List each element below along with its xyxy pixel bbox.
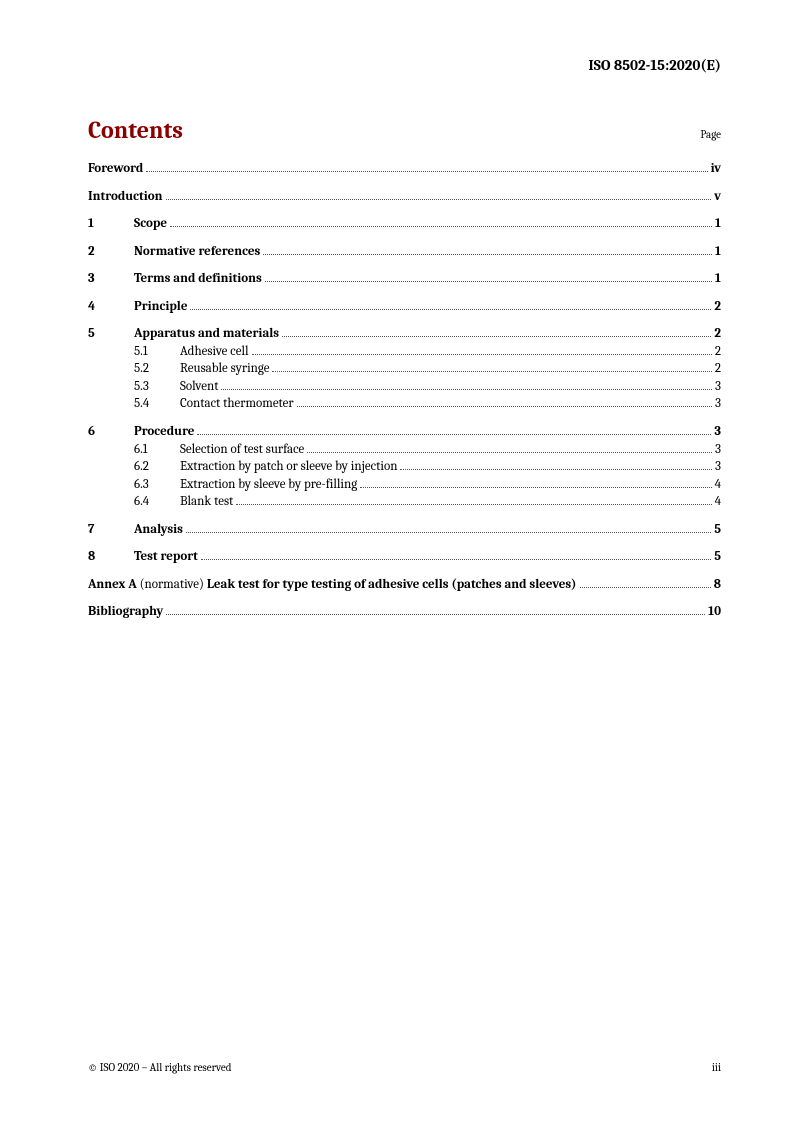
toc-subentry-number: 6.2 [134,458,180,476]
toc-entry-page: 8 [714,576,721,594]
toc-subentry-page: 3 [715,395,721,413]
toc-entry-number: 6 [88,423,134,441]
toc-subentry-page: 2 [715,360,721,378]
toc-entry-page: 2 [714,325,721,343]
document-id: ISO 8502-15:2020(E) [588,56,721,74]
toc-entry: 4Principle 2 [88,298,721,316]
toc-subentry-page: 4 [715,493,721,511]
toc-subentry: 6.4Blank test 4 [88,493,721,511]
toc-subentry-page: 3 [715,378,721,396]
toc-subentry-number: 5.1 [134,343,180,361]
toc-entry-number: 5 [88,325,134,343]
toc-subentry-page: 3 [715,458,721,476]
toc-entry: 6Procedure 3 [88,423,721,441]
toc-subentry-number: 5.3 [134,378,180,396]
toc-entry-title: Analysis [134,521,183,539]
toc-entry-title: Introduction [88,188,163,206]
toc-subentry: 5.4Contact thermometer 3 [88,395,721,413]
toc-entry: 8Test report 5 [88,548,721,566]
toc-subentry-page: 3 [715,441,721,459]
toc-entry-title: Foreword [88,160,143,178]
toc-entry-page: 10 [708,603,721,621]
toc-entry-page: v [714,188,721,206]
toc-entry-title: Test report [134,548,198,566]
toc-subentry-page: 2 [715,343,721,361]
toc-entry-title: Procedure [134,423,194,441]
toc-entry-title: Bibliography [88,603,163,621]
toc-entry: 3Terms and definitions 1 [88,270,721,288]
toc-entry-number: 7 [88,521,134,539]
toc-entry: 2Normative references 1 [88,243,721,261]
toc-subentry-title: Reusable syringe [180,360,269,378]
toc-entry-annex: Annex A (normative) Leak test for type t… [88,576,721,594]
toc-subentry: 6.3Extraction by sleeve by pre-filling 4 [88,476,721,494]
toc-subentry-number: 5.2 [134,360,180,378]
toc-entry-page: 2 [714,298,721,316]
toc-entry-page: 5 [714,548,721,566]
toc-subentry-title: Solvent [180,378,218,396]
toc-entry-page: 3 [714,423,721,441]
toc-entry-page: 1 [715,243,721,261]
toc-entry-title: Normative references [134,243,260,261]
toc-subentry-title: Adhesive cell [180,343,249,361]
toc-entry-page: 1 [715,270,721,288]
toc-subentry: 5.1Adhesive cell 2 [88,343,721,361]
toc-entry: Bibliography 10 [88,603,721,621]
toc-entry-page: 1 [715,215,721,233]
toc-subentry-number: 5.4 [134,395,180,413]
page-column-label: Page [700,128,721,141]
toc-entry-number: 8 [88,548,134,566]
toc-entry: Foreword iv [88,160,721,178]
toc-entry: 5Apparatus and materials 2 [88,325,721,343]
toc-entry-page: iv [711,160,721,178]
toc-entry: Introduction v [88,188,721,206]
toc-subentry: 5.3Solvent 3 [88,378,721,396]
toc-subentry-title: Contact thermometer [180,395,294,413]
toc-entry-title: Scope [134,215,167,233]
toc-subentry: 6.2Extraction by patch or sleeve by inje… [88,458,721,476]
table-of-contents: ForewordivIntroductionv1Scope12Normative… [88,160,721,621]
toc-subentry-page: 4 [715,476,721,494]
page-number: iii [712,1061,721,1074]
toc-subentry-number: 6.4 [134,493,180,511]
toc-entry-number: 1 [88,215,134,233]
copyright-text: © ISO 2020 – All rights reserved [88,1061,231,1074]
toc-subentry-title: Extraction by patch or sleeve by injecti… [180,458,397,476]
toc-subentry: 6.1Selection of test surface 3 [88,441,721,459]
toc-entry-title: Terms and definitions [134,270,262,288]
toc-entry-page: 5 [714,521,721,539]
toc-entry-number: 3 [88,270,134,288]
contents-heading: Contents [88,116,183,144]
toc-subentry-number: 6.1 [134,441,180,459]
toc-entry-title: Principle [134,298,187,316]
toc-subentry-number: 6.3 [134,476,180,494]
toc-subentry-title: Blank test [180,493,233,511]
toc-entry-title: Apparatus and materials [134,325,279,343]
toc-subentry: 5.2Reusable syringe 2 [88,360,721,378]
toc-subentry-title: Extraction by sleeve by pre-filling [180,476,357,494]
toc-entry-title: Annex A (normative) Leak test for type t… [88,576,577,594]
toc-entry: 1Scope1 [88,215,721,233]
toc-entry: 7Analysis 5 [88,521,721,539]
toc-entry-number: 2 [88,243,134,261]
toc-entry-number: 4 [88,298,134,316]
toc-subentry-title: Selection of test surface [180,441,304,459]
